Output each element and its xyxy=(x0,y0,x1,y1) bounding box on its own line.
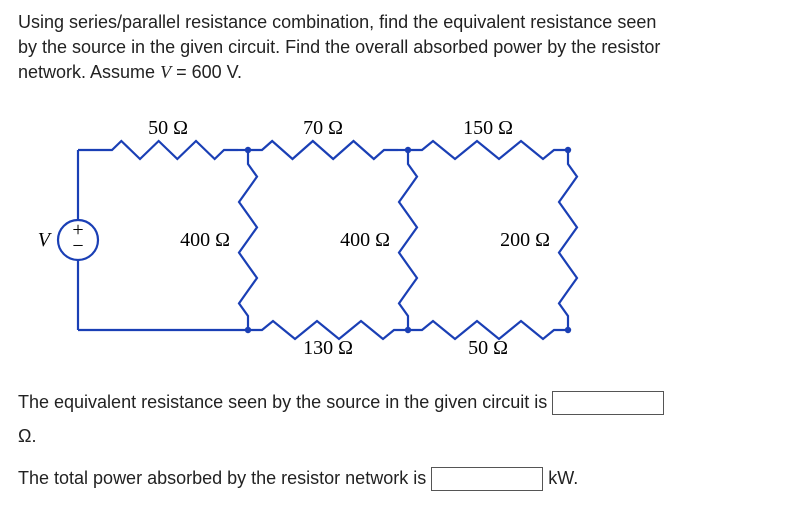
svg-text:−: − xyxy=(72,235,83,257)
problem-line3-post: = 600 V. xyxy=(171,62,242,82)
eq-res-input[interactable] xyxy=(552,391,664,415)
power-input[interactable] xyxy=(431,467,543,491)
answer-eq-resistance: The equivalent resistance seen by the so… xyxy=(18,385,774,453)
circuit-svg: +−V50 Ω70 Ω150 Ω400 Ω400 Ω200 Ω130 Ω50 Ω xyxy=(18,100,628,370)
svg-text:200 Ω: 200 Ω xyxy=(500,229,550,251)
eq-res-pre: The equivalent resistance seen by the so… xyxy=(18,392,552,412)
eq-res-unit: Ω. xyxy=(18,426,36,446)
svg-text:70 Ω: 70 Ω xyxy=(303,117,343,139)
svg-text:50 Ω: 50 Ω xyxy=(468,337,508,359)
svg-text:130 Ω: 130 Ω xyxy=(303,337,353,359)
circuit-diagram: +−V50 Ω70 Ω150 Ω400 Ω400 Ω200 Ω130 Ω50 Ω xyxy=(18,100,774,375)
power-unit: kW. xyxy=(548,468,578,488)
svg-text:50 Ω: 50 Ω xyxy=(148,117,188,139)
svg-text:V: V xyxy=(38,229,53,251)
problem-var-v: V xyxy=(160,62,171,82)
problem-line2: by the source in the given circuit. Find… xyxy=(18,37,660,57)
problem-line3-pre: network. Assume xyxy=(18,62,160,82)
svg-text:400 Ω: 400 Ω xyxy=(180,229,230,251)
power-pre: The total power absorbed by the resistor… xyxy=(18,468,431,488)
svg-text:150 Ω: 150 Ω xyxy=(463,117,513,139)
problem-statement: Using series/parallel resistance combina… xyxy=(18,10,774,86)
svg-text:400 Ω: 400 Ω xyxy=(340,229,390,251)
answer-power: The total power absorbed by the resistor… xyxy=(18,461,774,495)
problem-line1: Using series/parallel resistance combina… xyxy=(18,12,656,32)
